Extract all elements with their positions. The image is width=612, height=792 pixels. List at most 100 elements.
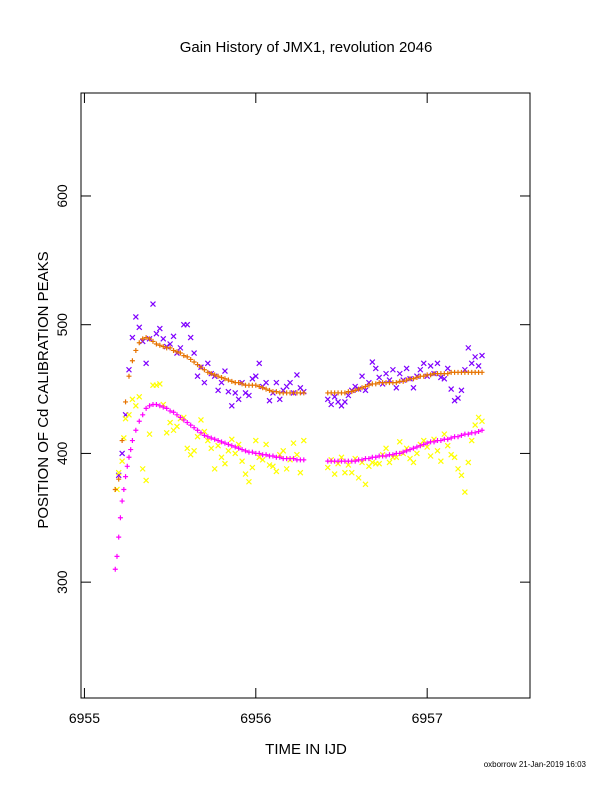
data-point [294,371,300,378]
chart-title: Gain History of JMX1, revolution 2046 [180,39,433,56]
data-point [476,429,482,435]
data-point [164,405,170,411]
data-point [256,360,263,367]
data-point [294,451,300,458]
data-point [126,454,132,460]
data-point [160,404,166,410]
data-point [479,352,485,359]
data-point [222,368,228,374]
data-point [160,335,167,342]
data-point [331,471,338,477]
data-point [341,469,348,476]
data-point [465,431,471,437]
x-tick-label: 6956 [240,710,271,726]
data-series [112,301,485,572]
x-tick-label: 6955 [69,710,100,726]
data-point [236,445,242,451]
data-point [128,447,134,453]
data-point [393,380,399,386]
data-point [167,345,173,351]
data-point [119,438,125,444]
data-point [455,465,461,472]
data-point [273,379,280,386]
series-2 [114,380,485,495]
data-point [376,460,383,467]
data-point [393,454,400,461]
data-point [263,379,270,386]
data-point [160,344,166,350]
data-point [438,438,444,444]
data-point [228,402,235,409]
data-point [242,471,249,477]
data-point [198,417,204,423]
data-point [331,393,338,400]
data-point [225,377,231,383]
data-point [177,350,183,356]
data-point [372,365,379,372]
data-point [291,456,297,462]
data-point [451,454,458,461]
data-point [348,469,355,476]
data-point [349,389,355,395]
data-point [256,454,263,461]
data-point [455,395,461,401]
data-point [174,412,180,418]
data-point [270,453,276,459]
data-point [140,412,146,418]
data-point [338,454,345,461]
data-point [117,515,123,521]
data-point [174,423,180,430]
data-point [208,445,215,452]
data-point [414,444,420,450]
data-point [424,444,431,450]
data-point [417,366,424,373]
data-point [116,534,122,540]
data-point [345,462,352,468]
data-point [448,435,454,441]
data-point [208,371,214,377]
data-point [479,418,485,425]
data-point [191,359,197,365]
data-point [335,460,341,467]
data-point [215,438,221,444]
data-point [188,356,194,362]
data-point [324,396,331,403]
data-point [201,367,207,373]
data-point [147,403,153,409]
data-point [215,387,222,394]
data-point [140,336,146,342]
data-point [252,373,259,380]
data-point [129,438,135,444]
plot-frame [80,92,531,699]
data-point [256,450,262,456]
data-point [366,456,372,462]
data-point [396,438,403,445]
data-point [167,341,174,347]
data-point [468,360,475,367]
data-point [147,336,153,342]
data-point [235,396,242,403]
data-point [129,334,136,341]
data-point [403,365,410,372]
data-point [383,453,389,459]
data-point [249,375,256,382]
data-point [205,434,211,440]
data-point [177,344,184,351]
data-point [201,379,208,386]
data-point [124,463,130,469]
data-point [184,445,191,452]
data-point [266,397,273,404]
data-point [445,371,451,377]
data-point [273,389,279,395]
data-point [136,393,143,400]
data-point [249,449,255,455]
data-point [287,379,294,386]
data-point [468,437,475,444]
data-point [389,366,396,373]
data-point [324,464,331,471]
data-point [383,370,389,377]
data-point [479,427,485,433]
data-point [444,442,451,449]
data-point [198,430,204,436]
data-point [136,340,142,346]
